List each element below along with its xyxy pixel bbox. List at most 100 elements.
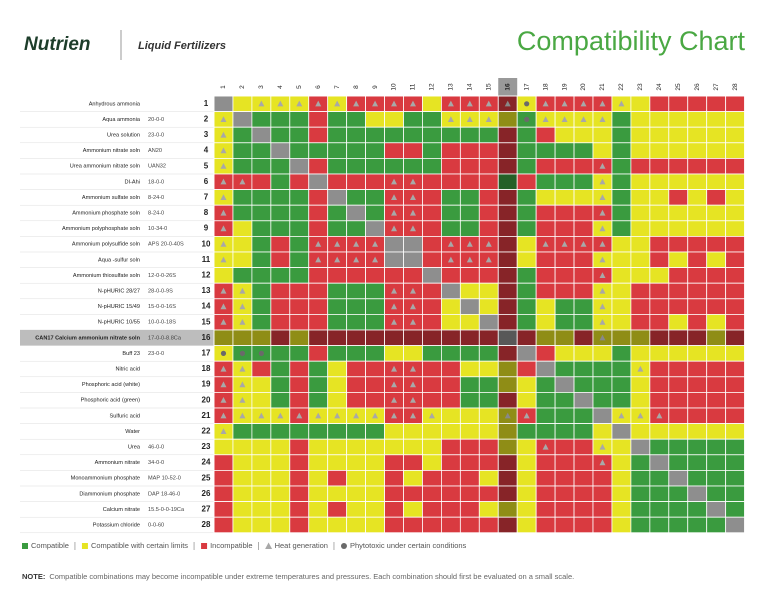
cell bbox=[687, 391, 708, 409]
heat-marker bbox=[391, 319, 398, 325]
cell bbox=[497, 126, 518, 144]
cell bbox=[573, 189, 594, 206]
cell bbox=[289, 501, 310, 518]
cell bbox=[289, 267, 310, 284]
cell bbox=[611, 391, 632, 409]
cell bbox=[384, 111, 404, 128]
cell bbox=[289, 454, 310, 471]
cell bbox=[478, 126, 499, 144]
cell bbox=[365, 111, 385, 128]
cell bbox=[365, 313, 385, 331]
cell bbox=[630, 142, 651, 159]
cell bbox=[251, 111, 272, 128]
cell bbox=[649, 485, 670, 503]
heat-marker bbox=[428, 412, 435, 419]
cell bbox=[327, 485, 348, 503]
cell bbox=[706, 501, 727, 518]
cell bbox=[422, 329, 442, 347]
cell bbox=[365, 142, 385, 159]
heat-marker bbox=[220, 241, 227, 247]
cell bbox=[327, 189, 348, 206]
cell bbox=[459, 298, 480, 315]
cell bbox=[497, 267, 518, 284]
cell bbox=[478, 329, 499, 347]
cell bbox=[630, 220, 651, 237]
cell bbox=[630, 485, 651, 503]
cell bbox=[232, 485, 253, 503]
cell bbox=[384, 469, 404, 487]
heat-marker bbox=[466, 241, 473, 247]
cell bbox=[516, 438, 537, 456]
cell bbox=[478, 501, 499, 518]
heat-marker bbox=[637, 412, 644, 419]
row-name: N-pHURIC 10/55 bbox=[98, 320, 140, 326]
cell bbox=[459, 360, 480, 378]
cell bbox=[554, 407, 575, 425]
cell bbox=[478, 267, 499, 284]
cell bbox=[270, 376, 291, 393]
cell bbox=[289, 142, 310, 159]
cell bbox=[384, 423, 404, 440]
cell bbox=[422, 157, 442, 175]
cell bbox=[611, 220, 632, 237]
cell bbox=[706, 142, 727, 159]
cell bbox=[554, 423, 575, 440]
phytotoxic-marker bbox=[239, 350, 246, 356]
cell bbox=[535, 142, 556, 159]
cell bbox=[289, 516, 310, 534]
cell bbox=[251, 391, 272, 409]
cell bbox=[270, 329, 291, 347]
cell bbox=[687, 157, 708, 175]
heat-marker bbox=[561, 100, 568, 107]
row-name: Anhydrous ammonia bbox=[89, 101, 141, 107]
cell bbox=[327, 282, 348, 300]
heat-marker bbox=[220, 178, 227, 185]
cell bbox=[573, 329, 594, 347]
cell bbox=[251, 220, 272, 237]
column-number: 22 bbox=[618, 83, 625, 91]
cell bbox=[289, 391, 310, 409]
cell bbox=[649, 204, 670, 222]
cell bbox=[308, 423, 329, 440]
cell bbox=[649, 220, 670, 237]
cell bbox=[459, 485, 480, 503]
cell bbox=[554, 485, 575, 503]
cell bbox=[270, 485, 291, 503]
heat-marker bbox=[618, 100, 625, 107]
cell bbox=[535, 360, 556, 378]
cell bbox=[422, 267, 442, 284]
cell bbox=[289, 485, 310, 503]
cell bbox=[706, 313, 727, 331]
cell bbox=[251, 313, 272, 331]
cell bbox=[365, 516, 385, 534]
cell bbox=[687, 282, 708, 300]
row-analysis: 18-0-0 bbox=[148, 179, 164, 185]
heat-marker bbox=[409, 287, 416, 294]
cell bbox=[649, 282, 670, 300]
cell bbox=[649, 391, 670, 409]
cell bbox=[213, 454, 234, 471]
cell bbox=[611, 282, 632, 300]
cell bbox=[270, 220, 291, 237]
cell bbox=[535, 157, 556, 175]
cell bbox=[213, 438, 234, 456]
heat-marker bbox=[599, 163, 606, 169]
cell bbox=[346, 126, 366, 144]
column-number: 9 bbox=[372, 85, 379, 89]
cell bbox=[440, 360, 461, 378]
cell bbox=[725, 95, 746, 113]
cell bbox=[630, 251, 651, 269]
cell bbox=[573, 516, 594, 534]
heat-marker bbox=[599, 178, 606, 185]
column-number: 19 bbox=[561, 83, 568, 91]
cell bbox=[422, 313, 442, 331]
cell bbox=[251, 282, 272, 300]
cell bbox=[649, 189, 670, 206]
heat-marker bbox=[580, 116, 587, 122]
row-number: 21 bbox=[202, 411, 211, 420]
cell bbox=[308, 173, 329, 191]
heat-marker bbox=[258, 100, 265, 107]
heat-marker bbox=[409, 209, 416, 216]
row-number: 20 bbox=[202, 395, 211, 404]
heat-marker bbox=[239, 397, 246, 403]
